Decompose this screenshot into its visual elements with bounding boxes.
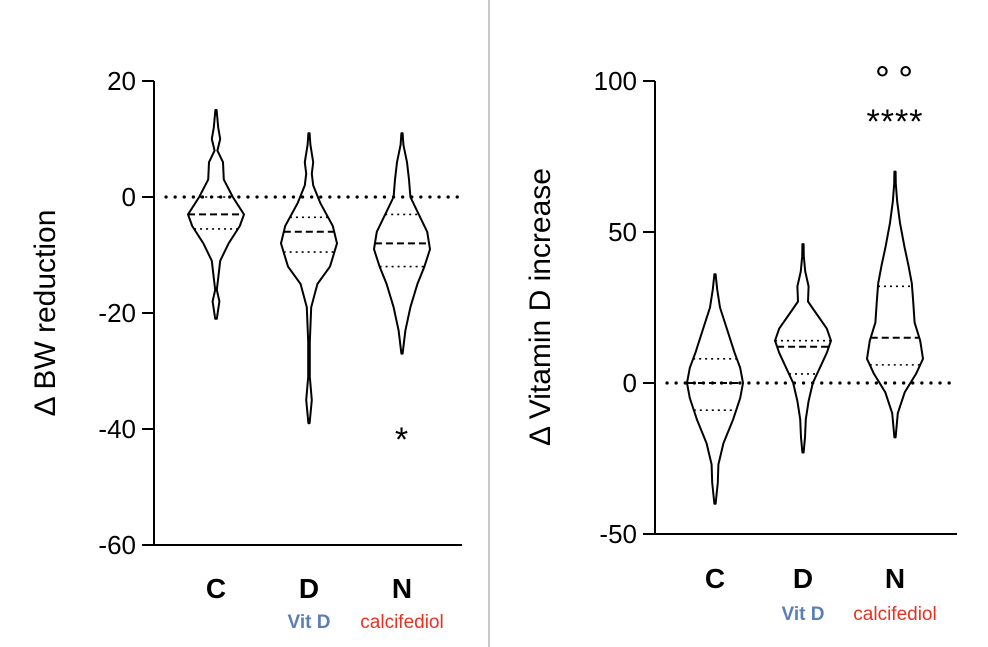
category-sublabel-D: Vit D	[288, 612, 331, 633]
left-panel-bw-reduction: Δ BW reduction 20 0 -20 -40 -60 C D N Vit D calci…	[29, 66, 464, 633]
violin-C	[686, 273, 744, 505]
y-tick-label: -40	[98, 414, 136, 444]
y-tick-label: 100	[594, 66, 637, 96]
category-label-N: N	[392, 573, 412, 604]
violin-N	[866, 170, 924, 439]
significance-circles: ∘∘	[872, 52, 919, 90]
significance-asterisks: *	[395, 421, 409, 459]
category-sublabel-N: calcifediol	[853, 604, 936, 625]
y-tick-label: -60	[98, 530, 136, 560]
left-y-axis-title: Δ BW reduction	[29, 210, 62, 417]
y-tick-label: -20	[98, 298, 136, 328]
category-label-C: C	[206, 573, 226, 604]
violin-N	[373, 132, 431, 355]
category-label-D: D	[793, 563, 813, 594]
y-tick-label: 50	[608, 217, 637, 247]
violin-D	[280, 132, 338, 425]
y-tick-label: 20	[107, 66, 136, 96]
category-label-C: C	[705, 563, 725, 594]
category-sublabel-N: calcifediol	[360, 612, 443, 633]
y-tick-label: -50	[599, 519, 637, 549]
y-tick-label: 0	[122, 182, 136, 212]
category-sublabel-D: Vit D	[782, 604, 825, 625]
right-y-axis-title: Δ Vitamin D increase	[524, 168, 557, 446]
category-label-D: D	[299, 573, 319, 604]
right-panel-vitamin-d-increase: Δ Vitamin D increase 100 50 0 -50 C D N Vit D ca…	[524, 52, 959, 625]
y-tick-label: 0	[623, 368, 637, 398]
significance-asterisks: ****	[867, 103, 924, 141]
violin-D	[774, 243, 832, 454]
category-label-N: N	[885, 563, 905, 594]
violin-C	[187, 109, 245, 320]
